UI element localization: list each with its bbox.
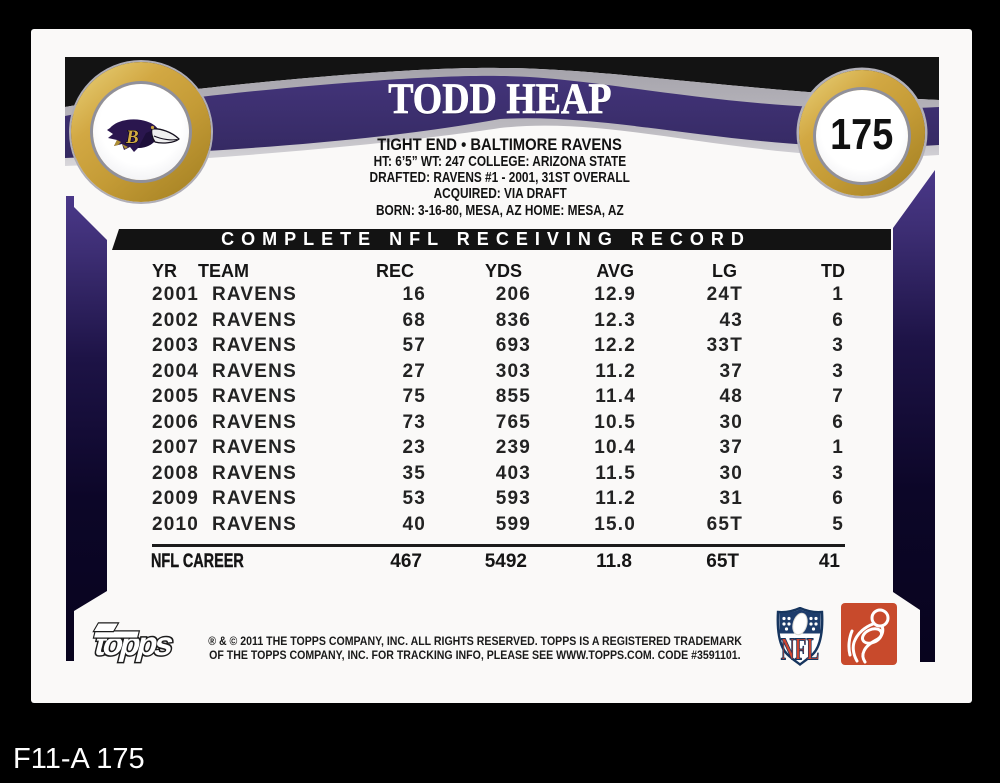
- svg-text:NFL: NFL: [781, 630, 819, 666]
- svg-text:B: B: [125, 127, 139, 148]
